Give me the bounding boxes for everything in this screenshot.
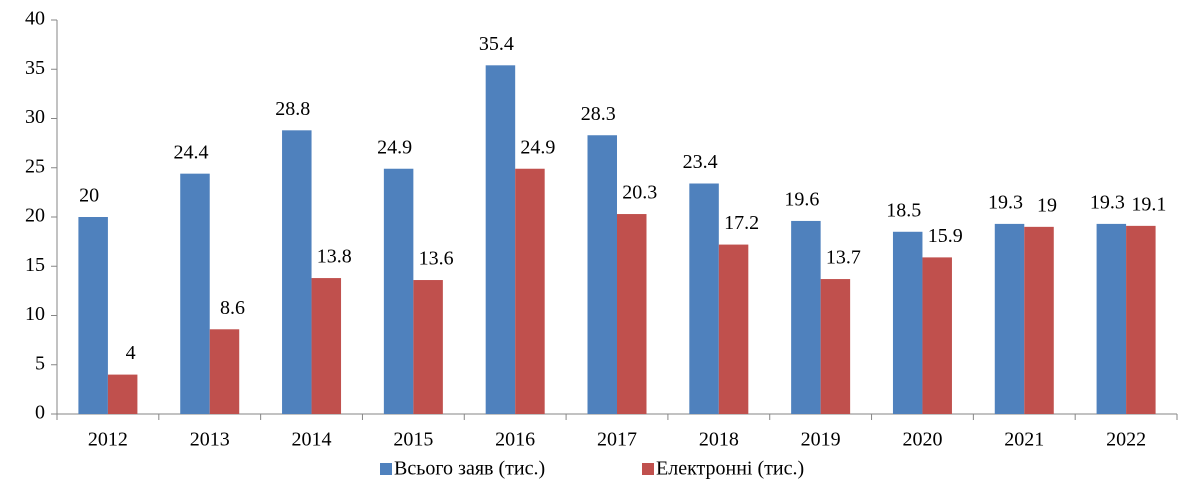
data-label: 13.6 [419, 248, 454, 270]
data-label: 20.3 [622, 182, 657, 204]
data-label: 15.9 [928, 225, 963, 247]
y-tick-label: 40 [25, 8, 45, 30]
legend-label: Електронні (тис.) [656, 458, 804, 480]
bar [413, 280, 443, 414]
data-label: 13.7 [826, 247, 861, 269]
legend-swatch [642, 463, 654, 475]
data-label: 13.8 [317, 246, 352, 268]
data-label: 19 [1037, 194, 1057, 216]
data-label: 24.9 [520, 136, 555, 158]
bar [78, 217, 108, 414]
data-label: 28.3 [581, 103, 616, 125]
y-tick-label: 30 [25, 106, 45, 128]
x-tick-label: 2014 [292, 429, 332, 451]
y-tick-label: 35 [25, 57, 45, 79]
y-tick-label: 15 [25, 254, 45, 276]
y-tick-label: 10 [25, 303, 45, 325]
x-tick-label: 2015 [393, 429, 433, 451]
bar [718, 244, 749, 414]
y-tick-label: 5 [35, 352, 45, 374]
data-label: 19.1 [1131, 193, 1166, 215]
x-tick-label: 2017 [597, 429, 637, 451]
bar [209, 329, 240, 414]
x-tick-label: 2018 [699, 429, 739, 451]
data-label: 4 [126, 342, 136, 364]
data-label: 17.2 [724, 212, 759, 234]
data-label: 24.9 [377, 136, 412, 158]
data-label: 20 [79, 185, 99, 207]
legend-label: Всього заяв (тис.) [394, 458, 545, 480]
data-label: 19.3 [988, 191, 1023, 213]
data-label: 24.4 [173, 141, 208, 163]
data-label: 19.6 [784, 189, 819, 211]
bar [892, 231, 923, 414]
y-tick-label: 25 [25, 155, 45, 177]
bar [107, 374, 138, 414]
bar [311, 278, 342, 414]
x-tick-label: 2013 [190, 429, 230, 451]
bar [485, 65, 516, 414]
x-tick-label: 2016 [495, 429, 535, 451]
data-label: 19.3 [1090, 191, 1125, 213]
bar [820, 279, 851, 414]
bar [617, 214, 647, 414]
x-tick-label: 2022 [1106, 429, 1146, 451]
bar [180, 173, 210, 414]
x-tick-label: 2019 [801, 429, 841, 451]
bar [282, 130, 312, 414]
data-label: 8.6 [220, 297, 245, 319]
x-tick-label: 2012 [88, 429, 128, 451]
bar [1024, 226, 1054, 414]
bar [922, 257, 952, 414]
bar [689, 183, 719, 414]
bar [515, 168, 545, 414]
data-label: 23.4 [683, 151, 718, 173]
bar [383, 168, 414, 414]
bar [1126, 225, 1156, 414]
bar [994, 223, 1025, 414]
data-label: 18.5 [886, 199, 921, 221]
data-label: 28.8 [275, 98, 310, 120]
legend-swatch [380, 463, 392, 475]
x-tick-label: 2021 [1004, 429, 1044, 451]
data-label: 35.4 [479, 33, 514, 55]
bar [1096, 223, 1127, 414]
bar [791, 220, 821, 414]
x-tick-label: 2020 [902, 429, 942, 451]
y-tick-label: 20 [25, 205, 45, 227]
bar [587, 135, 617, 414]
y-tick-label: 0 [35, 402, 45, 424]
